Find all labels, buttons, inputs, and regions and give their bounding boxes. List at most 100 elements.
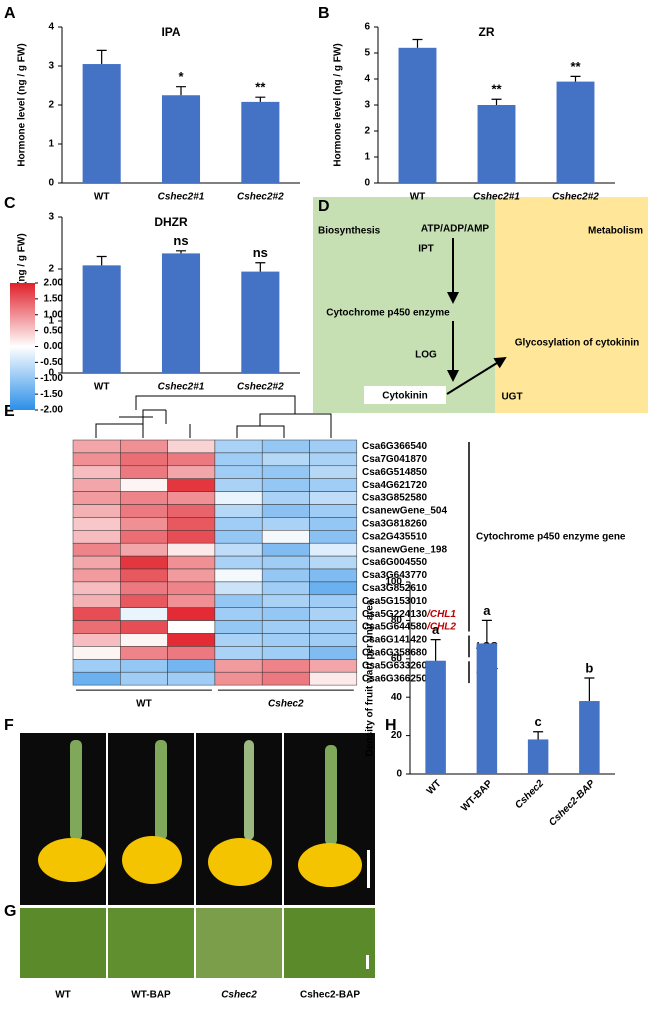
row-label: Csa6G358680 [362, 647, 427, 658]
heatmap-cell [309, 452, 358, 467]
heatmap-cell [309, 530, 358, 544]
heatmap-cell [167, 465, 216, 479]
photo-label: WT-BAP [131, 990, 171, 1001]
chart-title: ZR [479, 25, 495, 39]
dendrogram [95, 395, 332, 438]
y-tick-label: 4 [364, 74, 370, 85]
photo-label: Cshec2-BAP [300, 990, 360, 1001]
row-label: Csa6G004550 [362, 557, 427, 568]
heatmap-cell [309, 542, 358, 557]
row-label: Csa3G852610 [362, 583, 427, 594]
row-alias: /CHL1 [426, 609, 456, 620]
heatmap-cell [167, 633, 216, 647]
error-bar [430, 639, 441, 661]
y-tick-label: 80 [391, 615, 403, 626]
column-group-label: Cshec2 [268, 699, 304, 710]
y-tick-label: 0 [48, 178, 54, 189]
y-tick-label: 3 [364, 100, 370, 111]
heatmap-cell [214, 478, 263, 492]
heatmap-cell [309, 607, 358, 621]
heatmap-cell [261, 452, 310, 467]
y-tick-label: 0 [396, 769, 402, 780]
heatmap-cell [309, 581, 358, 596]
node: IPT [418, 244, 434, 255]
heatmap-cell [120, 517, 168, 531]
heatmap-cell [309, 478, 358, 492]
significance-label: ** [491, 82, 502, 97]
colorbar-tick-label: -2.00 [40, 405, 63, 416]
significance-label: a [483, 603, 491, 618]
heatmap-cell [120, 568, 168, 583]
heatmap-cell [214, 659, 263, 673]
colorbar-tick-label: 0.00 [44, 341, 64, 352]
y-tick-label: 0 [364, 178, 370, 189]
heatmap-cell [261, 581, 310, 596]
row-label: Csa3G852580 [362, 493, 427, 504]
x-tick-label: WT-BAP [459, 778, 495, 814]
heatmap-cell [261, 439, 310, 454]
y-tick-label: 2 [48, 100, 54, 111]
bar [241, 271, 280, 373]
heatmap-cell [214, 646, 263, 660]
heatmap-cell [214, 504, 263, 518]
heatmap-cell [72, 439, 121, 454]
heatmap-cell [167, 568, 216, 583]
y-axis-label: Density of fruit wart per unit area [365, 599, 376, 756]
heatmap-cell [214, 568, 263, 583]
error-bar [491, 98, 502, 105]
panel-letter: E [4, 403, 15, 420]
heatmap-cell [214, 620, 263, 634]
heatmap-cell [214, 555, 263, 570]
pathway-diagram: D Biosynthesis Metabolism ATP/ADP/AMP IP… [313, 197, 648, 413]
x-tick-label: Cshec2#2 [237, 192, 284, 203]
heatmap-cell [214, 633, 263, 647]
heatmap-cell [261, 659, 310, 673]
heatmap-cell [120, 530, 168, 544]
colorbar-tick-label: 0.50 [44, 325, 64, 336]
node: LOG [415, 350, 437, 361]
heatmap-cell [214, 594, 263, 608]
heatmap-cell [261, 671, 310, 686]
heatmap-cell [261, 491, 310, 505]
chart-title: DHZR [154, 215, 188, 229]
error-bar [412, 38, 423, 48]
heatmap-cell [167, 659, 216, 673]
heatmap-cell [214, 465, 263, 479]
node: Glycosylation of cytokinin [515, 338, 639, 349]
heatmap-cell [120, 555, 168, 570]
heatmap-cell [120, 671, 168, 686]
bar [241, 101, 280, 183]
error-bar [96, 255, 107, 266]
heatmap-cell [309, 491, 358, 505]
colorbar-tick-label: -0.50 [40, 357, 63, 368]
panel-letter: A [4, 5, 16, 22]
bar [82, 64, 121, 183]
y-tick-label: 1 [48, 316, 54, 327]
column-group-label: WT [136, 699, 152, 710]
heatmap-cell [72, 452, 121, 467]
row-label: Csa5G644580 [362, 622, 427, 633]
row-label: Csa5G153010 [362, 596, 427, 607]
heatmap-cell [72, 491, 121, 505]
row-label: CsanewGene_198 [362, 544, 447, 555]
heatmap-cell [261, 530, 310, 544]
heatmap-cell [309, 594, 358, 608]
heatmap-cell [261, 504, 310, 518]
bar [161, 253, 201, 373]
y-tick-label: 5 [364, 48, 370, 59]
heatmap-cell [167, 607, 216, 621]
significance-label: a [432, 622, 440, 637]
colorbar [10, 283, 35, 410]
heatmap-cell [309, 671, 358, 686]
heatmap-cell [120, 659, 168, 673]
row-label: Csa6G366250 [362, 673, 427, 684]
heatmap-cell [309, 465, 358, 479]
heatmap-cell [167, 478, 216, 492]
heatmap-cell [167, 517, 216, 531]
group-label: Cytochrome p450 enzyme gene [476, 531, 626, 542]
row-label: CsanewGene_504 [362, 506, 447, 517]
error-bar [176, 86, 186, 96]
significance-label: ns [173, 233, 188, 248]
heatmap-cell [72, 646, 121, 660]
node-box [364, 386, 446, 404]
